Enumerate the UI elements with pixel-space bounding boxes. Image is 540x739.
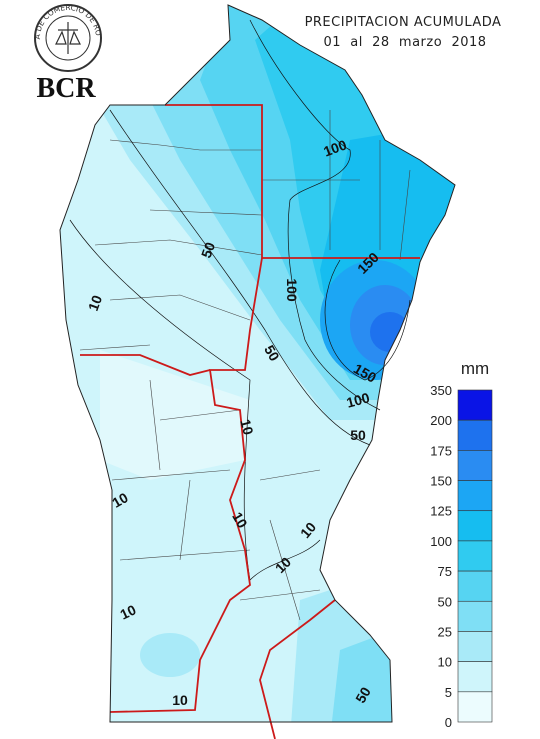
map-title: PRECIPITACION ACUMULADA — [305, 15, 502, 30]
logo: BOLSA DE COMERCIO DE ROSARIO BCR — [0, 0, 103, 104]
contour-label: 50 — [198, 240, 218, 260]
logo-name: BCR — [36, 73, 96, 104]
legend-level: 200 — [430, 413, 452, 428]
province-outline — [59, 4, 456, 723]
legend-swatch — [457, 540, 493, 572]
legend-swatch — [457, 691, 493, 723]
contour-label: 10 — [85, 293, 105, 313]
legend-level: 125 — [430, 504, 452, 519]
legend-level: 50 — [438, 594, 452, 609]
contour-label: 100 — [321, 136, 349, 159]
legend-level: 25 — [438, 624, 452, 639]
legend-swatch — [457, 631, 493, 662]
legend-level: 175 — [430, 443, 452, 458]
contour-label: 10 — [118, 601, 139, 622]
legend-level: 100 — [430, 534, 452, 549]
legend-swatch — [457, 480, 493, 512]
contour-label: 50 — [350, 427, 366, 443]
legend-level: 5 — [445, 685, 452, 700]
contour-label: 10 — [237, 417, 257, 436]
contour-label: 10 — [109, 489, 131, 511]
legend-swatch — [457, 450, 493, 481]
province-borders — [80, 104, 420, 739]
legend-swatch — [457, 510, 493, 542]
logo-ring-text: BOLSA DE COMERCIO DE ROSARIO — [0, 0, 103, 40]
legend-level: 10 — [438, 655, 452, 670]
legend-level: 350 — [430, 383, 452, 398]
legend-swatch — [457, 570, 493, 602]
contour-label: 100 — [345, 389, 372, 411]
legend-level: 150 — [430, 474, 452, 489]
contour-label: 50 — [352, 684, 374, 706]
contours — [69, 19, 411, 581]
contour-label: 50 — [261, 342, 283, 364]
legend-swatch — [457, 661, 493, 693]
legend-unit: mm — [461, 359, 489, 378]
legend-swatch — [457, 419, 493, 451]
map-subtitle: 01 al 28 marzo 2018 — [323, 35, 486, 50]
contour-label: 10 — [172, 692, 188, 708]
legend-swatch — [457, 600, 493, 632]
legend-level: 75 — [438, 564, 452, 579]
logo-scales — [55, 22, 81, 54]
legend-swatch — [457, 389, 493, 421]
logo-ring-path: BOLSA DE COMERCIO DE ROSARIO — [0, 0, 103, 40]
contour-label: 10 — [229, 509, 251, 531]
logo-inner — [45, 15, 91, 61]
logo-ring — [34, 4, 102, 72]
contour-label: 100 — [284, 278, 300, 302]
legend-level: 0 — [445, 715, 452, 730]
